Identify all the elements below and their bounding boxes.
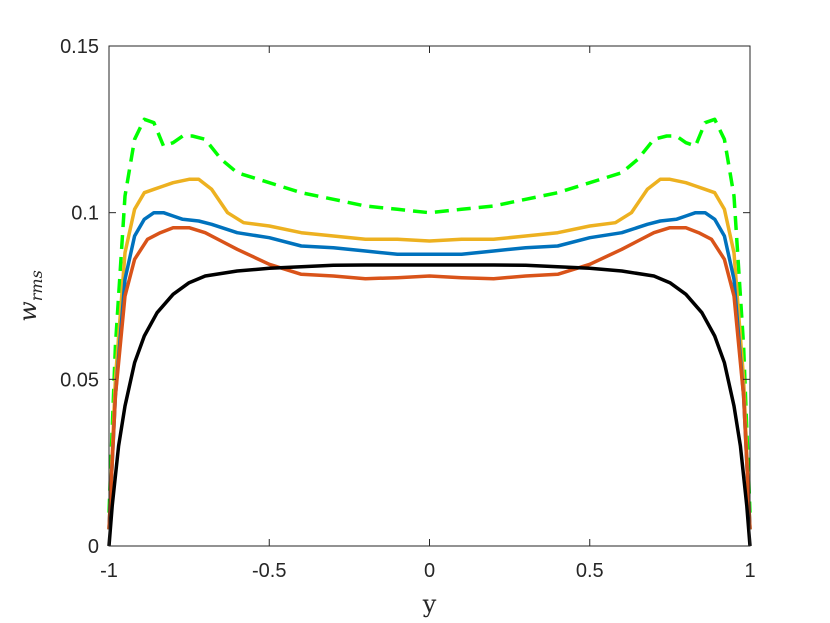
- y-axis-label-subscript: rms: [27, 270, 46, 301]
- x-axis-label: y: [422, 590, 437, 618]
- y-axis-label-base: w: [14, 301, 42, 322]
- series-layer: [107, 117, 752, 547]
- series-line-3: [107, 210, 752, 530]
- y-tick-label: 0.15: [60, 36, 99, 58]
- x-tick-label: 1: [744, 560, 755, 582]
- series-line-2: [107, 177, 752, 530]
- x-tick-label: 0: [424, 560, 435, 582]
- x-tick-label: -1: [100, 560, 118, 582]
- ticks-layer: -1 -0.5 0 0.5 1 0 0.05 0.1 0.15: [60, 36, 756, 582]
- axis-labels-layer: y wrms: [14, 270, 437, 618]
- x-tick-label: 0.5: [576, 560, 604, 582]
- x-tick-label: -0.5: [252, 560, 286, 582]
- series-line-5: [107, 263, 752, 547]
- series-line-4: [107, 225, 752, 530]
- y-tick-label: 0.05: [60, 369, 99, 391]
- y-tick-label: 0: [88, 536, 99, 558]
- y-tick-label: 0.1: [71, 203, 99, 225]
- y-axis-label: wrms: [14, 270, 46, 322]
